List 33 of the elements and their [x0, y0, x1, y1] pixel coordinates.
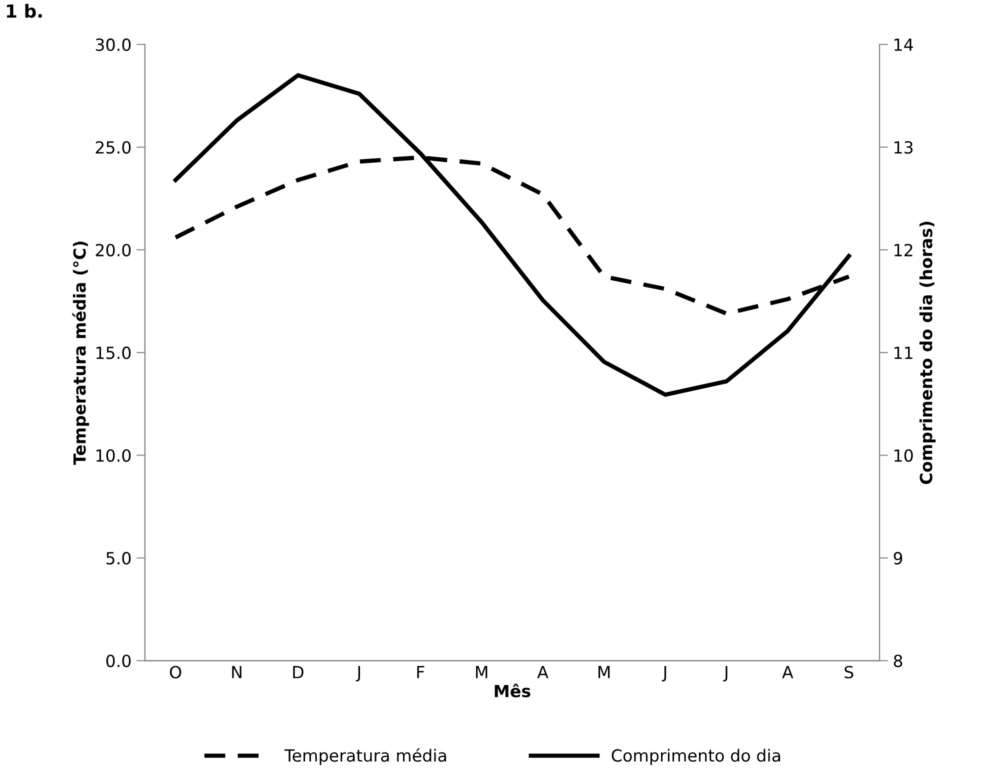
- x-tick-label: D: [293, 666, 304, 678]
- x-tick-label: O: [170, 666, 182, 678]
- y-tick-label: 15.0: [96, 346, 131, 360]
- legend-label: Temperatura média: [284, 748, 446, 765]
- y2-tick-label: 13: [894, 141, 913, 154]
- y-tick-label: 0.0: [106, 654, 131, 668]
- x-tick-label: F: [417, 666, 424, 678]
- x-tick-label: A: [782, 666, 794, 678]
- chart-title: 1 b.: [6, 4, 42, 18]
- y2-tick-label: 11: [894, 346, 912, 359]
- line-series: [173, 73, 851, 397]
- y-tick-label: 30.0: [96, 38, 131, 52]
- x-tick-label: J: [662, 666, 666, 682]
- y2-tick-label: 10: [894, 449, 913, 462]
- y2-tick-label: 12: [894, 244, 912, 256]
- x-tick-label: S: [844, 666, 854, 678]
- y2-axis-title: Comprimento do dia (horas): [919, 222, 936, 484]
- x-tick-label: A: [537, 666, 548, 678]
- x-tick-label: M: [598, 666, 610, 678]
- y-tick-label: 5.0: [106, 552, 131, 565]
- y-tick-label: 25.0: [96, 141, 131, 154]
- x-tick-label: N: [232, 666, 242, 678]
- x-tick-label: J: [356, 666, 360, 682]
- y2-tick-label: 8: [894, 654, 902, 668]
- legend-label: Comprimento do dia: [612, 748, 780, 765]
- x-tick-label: M: [476, 666, 488, 678]
- x-tick-label: J: [723, 666, 728, 682]
- y-axis-title: Temperatura média (°C): [72, 242, 90, 465]
- x-axis-title: Mês: [494, 684, 530, 698]
- y2-tick-label: 9: [894, 552, 902, 565]
- y2-tick-label: 14: [894, 38, 913, 51]
- y-tick-label: 10.0: [96, 449, 131, 462]
- y-tick-label: 20.0: [96, 244, 131, 256]
